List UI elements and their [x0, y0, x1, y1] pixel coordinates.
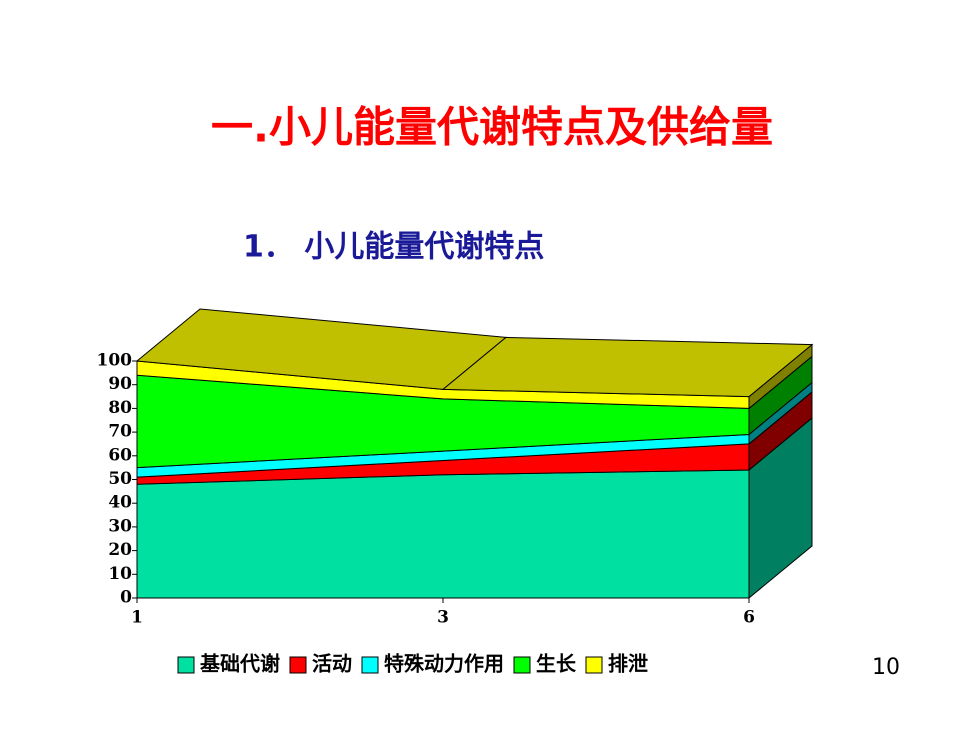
subtitle: 1． 小儿能量代谢特点: [243, 230, 544, 265]
legend-label: 活动: [312, 652, 352, 676]
legend-swatch: [289, 656, 307, 674]
page-number: 10: [872, 655, 900, 680]
legend-swatch: [361, 656, 379, 674]
y-tick-label: 10: [108, 564, 132, 584]
slide-title: 一.小儿能量代谢特点及供给量: [211, 103, 773, 152]
legend-swatch: [513, 656, 531, 674]
legend-swatch: [585, 656, 603, 674]
legend-label: 基础代谢: [200, 652, 280, 676]
legend: 基础代谢 活动 特殊动力作用 生长 排泄: [177, 652, 648, 676]
legend-label: 特殊动力作用: [384, 652, 504, 676]
y-tick-label: 20: [108, 540, 132, 560]
y-tick-label: 30: [108, 516, 132, 536]
y-tick-label: 50: [108, 469, 132, 489]
y-tick-label: 80: [108, 398, 132, 418]
x-tick-label: 3: [437, 608, 449, 628]
area-segment: [136, 469, 750, 599]
legend-label: 生长: [536, 652, 577, 676]
y-tick-label: 70: [108, 422, 132, 442]
y-tick-label: 40: [108, 493, 132, 513]
y-tick-label: 0: [120, 588, 132, 608]
legend-label: 排泄: [608, 652, 648, 676]
y-tick-label: 60: [108, 445, 132, 465]
x-tick-label: 6: [743, 608, 755, 628]
x-tick-label: 1: [131, 608, 143, 628]
y-tick-label: 100: [97, 351, 133, 371]
y-tick-label: 90: [108, 374, 132, 394]
legend-swatch: [177, 656, 195, 674]
area-top: [441, 336, 814, 398]
plot: 0 10 20 30 40 50 60 70 80 90 100 1 3 6: [97, 308, 814, 628]
